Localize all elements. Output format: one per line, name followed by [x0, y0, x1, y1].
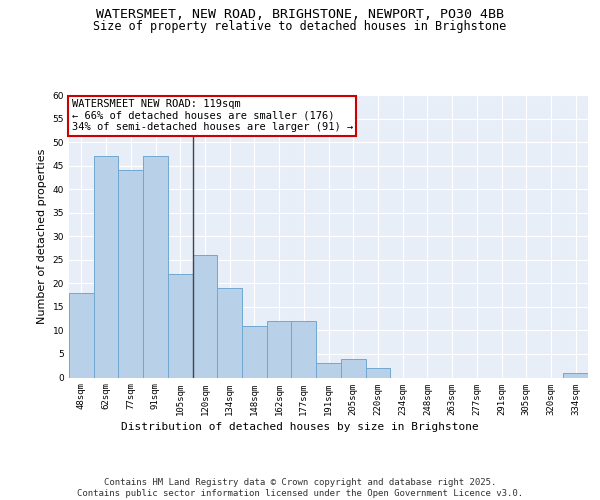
Text: WATERSMEET, NEW ROAD, BRIGHSTONE, NEWPORT, PO30 4BB: WATERSMEET, NEW ROAD, BRIGHSTONE, NEWPOR… [96, 8, 504, 20]
Bar [94, 156, 118, 378]
Y-axis label: Number of detached properties: Number of detached properties [37, 148, 47, 324]
Bar [365, 368, 390, 378]
Bar [292, 321, 316, 378]
Bar [193, 255, 217, 378]
Bar [217, 288, 242, 378]
Bar [563, 373, 588, 378]
Bar [168, 274, 193, 378]
Bar [118, 170, 143, 378]
Text: Contains HM Land Registry data © Crown copyright and database right 2025.
Contai: Contains HM Land Registry data © Crown c… [77, 478, 523, 498]
Bar [316, 364, 341, 378]
Bar [267, 321, 292, 378]
Text: Size of property relative to detached houses in Brighstone: Size of property relative to detached ho… [94, 20, 506, 33]
Bar [341, 358, 365, 378]
Bar [69, 293, 94, 378]
Text: Distribution of detached houses by size in Brighstone: Distribution of detached houses by size … [121, 422, 479, 432]
Bar [143, 156, 168, 378]
Text: WATERSMEET NEW ROAD: 119sqm
← 66% of detached houses are smaller (176)
34% of se: WATERSMEET NEW ROAD: 119sqm ← 66% of det… [71, 99, 353, 132]
Bar [242, 326, 267, 378]
